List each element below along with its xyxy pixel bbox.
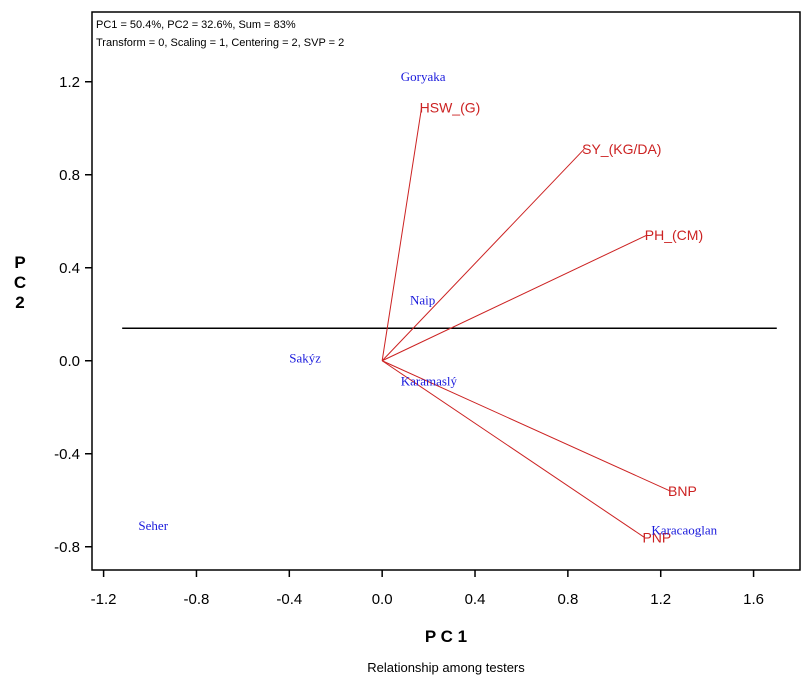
variable-label: HSW_(G) xyxy=(420,99,481,115)
y-tick-label: -0.4 xyxy=(54,446,80,463)
variable-vector-0 xyxy=(381,107,423,361)
variable-vector-3 xyxy=(381,360,671,492)
point-labels: HSW_(G) SY_(KG/DA) PH_(CM) BNP PNP Goryaka Nai… xyxy=(138,69,717,545)
genotype-label: Karamaslý xyxy=(401,374,458,389)
y-tick-label: 0.4 xyxy=(59,260,80,277)
variable-vectors xyxy=(381,107,671,538)
variable-label: BNP xyxy=(668,483,697,499)
x-tick-label: 0.4 xyxy=(465,591,486,608)
variable-vector-2 xyxy=(381,234,648,362)
chart-caption: Relationship among testers xyxy=(367,660,525,675)
y-tick-label: 0.8 xyxy=(59,167,80,184)
info-line-1: PC1 = 50.4%, PC2 = 32.6%, Sum = 83% xyxy=(96,19,296,31)
x-tick-label: -0.8 xyxy=(184,591,210,608)
genotype-label: Goryaka xyxy=(401,69,446,84)
plot-frame xyxy=(91,11,801,571)
genotype-label: Sakýz xyxy=(289,350,321,365)
variable-label: PNP xyxy=(642,529,671,545)
x-tick-label: 1.2 xyxy=(650,591,671,608)
x-axis-title: P C 1 xyxy=(425,627,467,646)
x-tick-label: -0.4 xyxy=(276,591,302,608)
y-tick-label: 0.0 xyxy=(59,353,80,370)
genotype-label: Naip xyxy=(410,292,435,307)
variable-label: SY_(KG/DA) xyxy=(582,141,661,157)
x-tick-label: 0.0 xyxy=(372,591,393,608)
x-tick-label: 0.8 xyxy=(557,591,578,608)
axis-ticks: -1.2 -0.8 -0.4 0.0 0.4 0.8 1.2 1.6 -0.8 -0.4 0.0 0.… xyxy=(54,74,764,608)
genotype-label: Karacaoglan xyxy=(651,522,717,537)
x-tick-label: 1.6 xyxy=(743,591,764,608)
variable-vector-4 xyxy=(381,360,645,538)
y-tick-label: -0.8 xyxy=(54,539,80,556)
variable-vector-1 xyxy=(381,148,585,362)
genotype-label: Seher xyxy=(138,518,168,533)
x-tick-label: -1.2 xyxy=(91,591,117,608)
info-line-2: Transform = 0, Scaling = 1, Centering = … xyxy=(96,37,344,49)
variable-label: PH_(CM) xyxy=(645,227,703,243)
y-tick-label: 1.2 xyxy=(59,74,80,91)
